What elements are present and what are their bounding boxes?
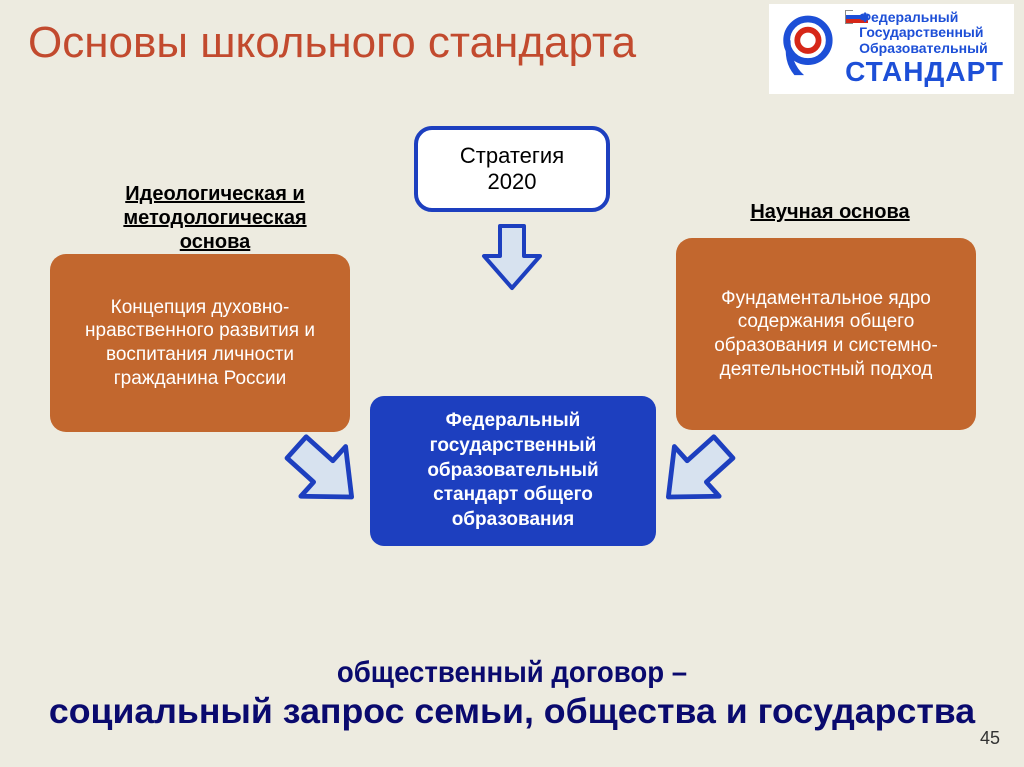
page-number: 45 xyxy=(980,728,1000,749)
fgos-center-text: Федеральный государственный образователь… xyxy=(384,409,642,532)
scientific-text: Фундаментальное ядро содержания общего о… xyxy=(688,287,964,382)
logo-mark-icon xyxy=(777,15,835,83)
ideological-text: Концепция духовно-нравственного развития… xyxy=(62,296,338,391)
logo-line-1: Федеральный xyxy=(859,10,988,25)
scientific-box: Фундаментальное ядро содержания общего о… xyxy=(676,238,976,430)
left-foundation-label: Идеологическая и методологическая основа xyxy=(95,182,335,254)
logo-line-3: Образовательный xyxy=(859,41,988,56)
bottom-line-1: общественный договор – xyxy=(41,655,983,691)
right-foundation-label: Научная основа xyxy=(730,200,930,224)
bottom-line-2: социальный запрос семьи, общества и госу… xyxy=(0,691,1024,733)
ideological-box: Концепция духовно-нравственного развития… xyxy=(50,254,350,432)
flag-icon xyxy=(845,10,853,24)
bottom-slogan: общественный договор – социальный запрос… xyxy=(0,655,1024,733)
strategy-text: Стратегия 2020 xyxy=(436,143,588,195)
logo-big-text: СТАНДАРТ xyxy=(845,56,1004,88)
logo-line-2: Государственный xyxy=(859,25,988,40)
page-title: Основы школьного стандарта xyxy=(28,18,636,69)
fgos-center-box: Федеральный государственный образователь… xyxy=(370,396,656,546)
fgos-logo: Федеральный Государственный Образователь… xyxy=(769,4,1014,94)
arrow-down-icon xyxy=(476,222,548,294)
strategy-box: Стратегия 2020 xyxy=(414,126,610,212)
